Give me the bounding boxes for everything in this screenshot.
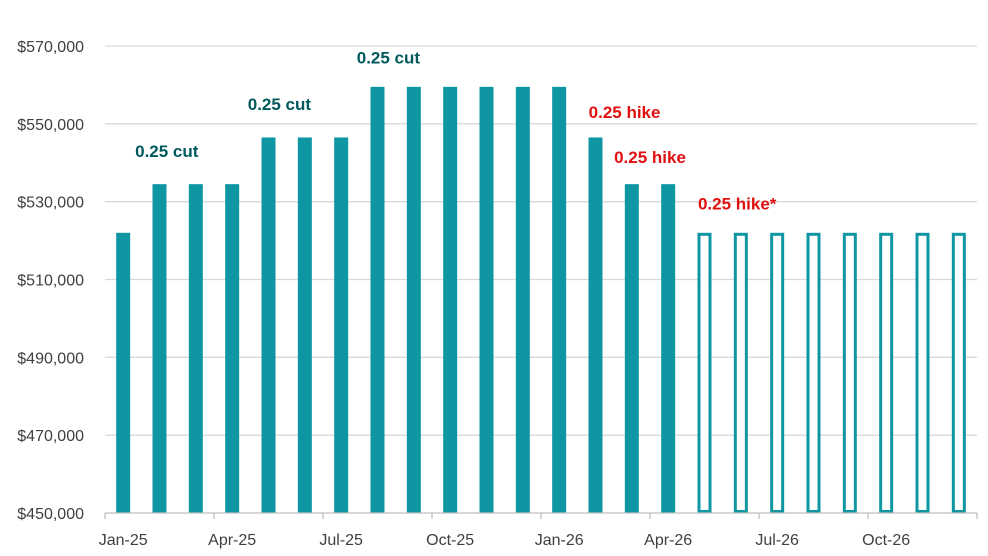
y-tick-label: $450,000: [17, 506, 84, 523]
x-tick-label: Apr-25: [208, 532, 256, 549]
bar: [334, 137, 349, 513]
x-tick-label: Oct-25: [426, 532, 474, 549]
annotation-rate-cut: 0.25 cut: [248, 95, 312, 114]
bar-projected: [697, 232, 712, 514]
bar-projected: [879, 232, 894, 514]
y-tick-label: $490,000: [17, 350, 84, 367]
annotation-rate-hike: 0.25 hike: [614, 148, 686, 167]
bar: [152, 184, 167, 513]
bar: [188, 184, 203, 513]
y-tick-label: $470,000: [17, 428, 84, 445]
annotation-rate-cut: 0.25 cut: [357, 49, 421, 68]
y-tick-label: $550,000: [17, 117, 84, 134]
x-axis: Jan-25 Apr-25 Jul-25 Oct-25 Jan-26 Apr-26 Jul-…: [99, 512, 978, 549]
bar: [443, 86, 458, 514]
y-tick-label: $570,000: [17, 39, 84, 56]
bar: [261, 137, 276, 513]
bar-projected: [842, 232, 857, 514]
bar-projected: [951, 232, 966, 514]
bar: [588, 137, 603, 513]
y-tick-label: $510,000: [17, 273, 84, 290]
annotation-rate-cut: 0.25 cut: [135, 142, 199, 161]
gridlines: [105, 45, 977, 436]
bar-projected: [770, 232, 785, 514]
bar-projected: [733, 232, 748, 514]
bar: [624, 184, 639, 513]
bars: [116, 86, 966, 514]
bar: [225, 184, 240, 513]
y-tick-label: $530,000: [17, 195, 84, 212]
bar: [370, 86, 385, 514]
bar-projected: [806, 232, 821, 514]
x-tick-label: Jan-26: [535, 532, 584, 549]
y-axis-tick-labels: $450,000 $470,000 $490,000 $510,000 $530,000…: [17, 39, 84, 523]
x-tick-label: Jan-25: [99, 532, 148, 549]
x-tick-label: Oct-26: [862, 532, 910, 549]
x-tick-label: Apr-26: [644, 532, 692, 549]
annotation-rate-hike: 0.25 hike: [589, 103, 661, 122]
bar: [297, 137, 312, 513]
x-tick-label: Jul-25: [319, 532, 363, 549]
bar-projected: [915, 232, 930, 514]
bar: [661, 184, 676, 513]
annotation-rate-hike: 0.25 hike*: [698, 194, 777, 213]
x-tick-label: Jul-26: [755, 532, 799, 549]
bar: [552, 86, 567, 514]
rate-change-annotations: 0.25 cut 0.25 cut 0.25 cut 0.25 hike 0.25 hi…: [135, 49, 777, 214]
bar: [479, 86, 494, 514]
bar: [406, 86, 421, 514]
bar: [116, 232, 131, 514]
bar: [515, 86, 530, 514]
